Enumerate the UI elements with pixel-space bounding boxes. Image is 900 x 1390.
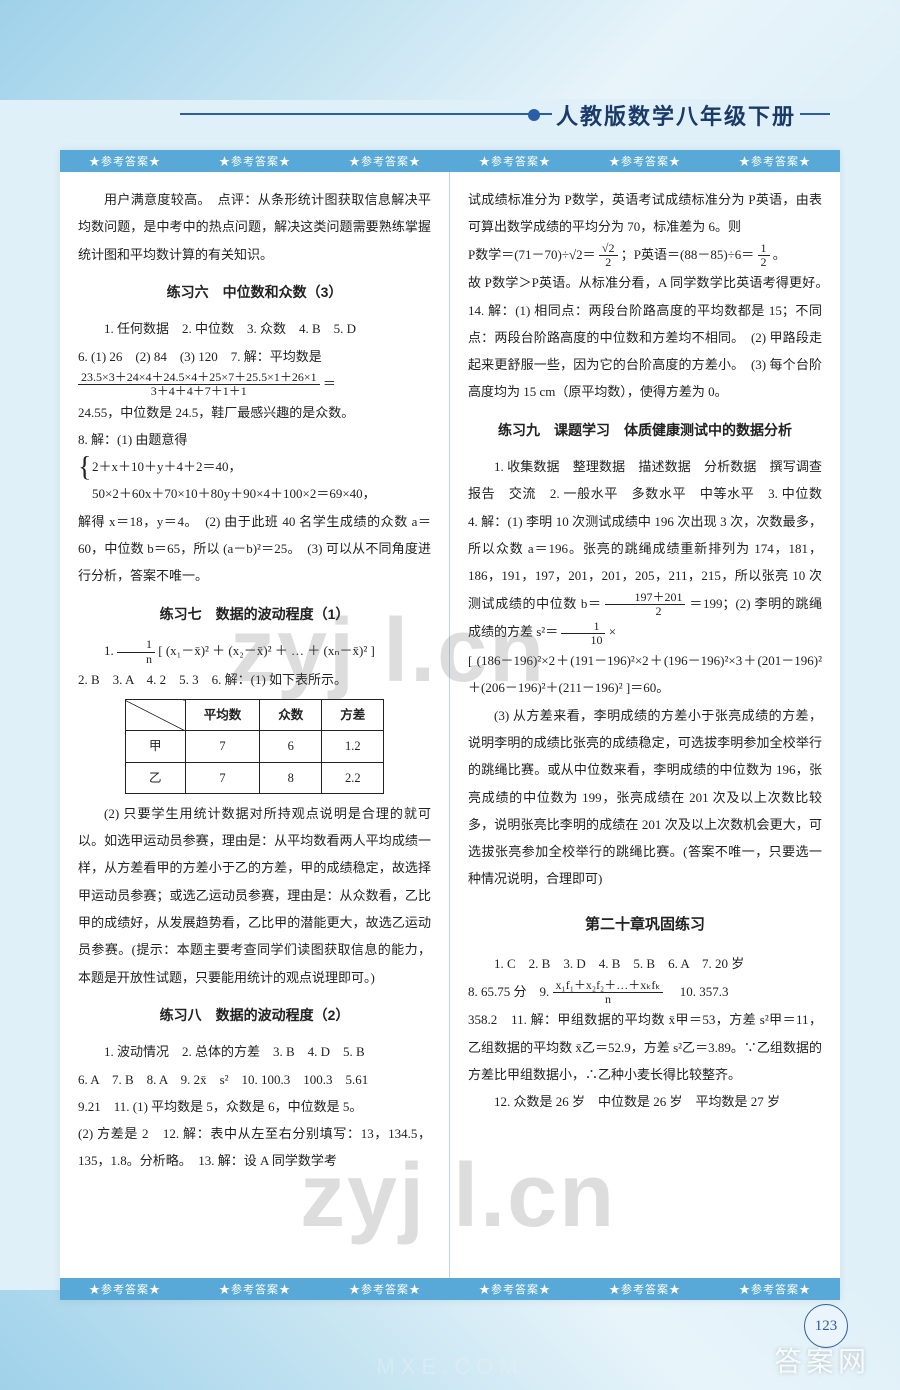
table-cell: 乙 — [125, 762, 185, 793]
ex6-eq2: 50×2＋60x＋70×10＋80y＋90×4＋100×2＝69×40， — [92, 486, 376, 501]
starband-label: ★参考答案★ — [739, 153, 811, 169]
left-column: 用户满意度较高。 点评：从条形统计图获取信息解决平均数问题，是中考中的热点问题，… — [60, 172, 450, 1278]
ex8-line: 9.21 11. (1) 平均数是 5，众数是 6，中位数是 5。 — [78, 1093, 431, 1120]
table-cell: 2.2 — [322, 762, 384, 793]
ex8-line: 6. A 7. B 8. A 9. 2x̄ s² 10. 100.3 100.3… — [78, 1066, 431, 1093]
ex7-table: 平均数 众数 方差 甲 7 6 1.2 乙 7 8 2.2 — [125, 699, 385, 794]
ex9-frac2-num: 1 — [561, 620, 605, 634]
right-cont: 试成绩标准分为 P数学，英语考试成绩标准分为 P英语，由表可算出数学成绩的平均分… — [468, 186, 822, 241]
exercise-8-title: 练习八 数据的波动程度（2） — [78, 1001, 431, 1030]
table-header: 方差 — [322, 700, 384, 731]
star-band-top: ★参考答案★ ★参考答案★ ★参考答案★ ★参考答案★ ★参考答案★ ★参考答案… — [60, 150, 840, 172]
table-cell: 7 — [185, 762, 260, 793]
ex9-l1c: × — [609, 624, 616, 639]
p-frac1-den: 2 — [599, 256, 618, 269]
starband-label: ★参考答案★ — [89, 153, 161, 169]
ex9-frac-den: 2 — [605, 605, 685, 618]
ch20-l2pre: 8. 65.75 分 9. — [468, 984, 553, 999]
ex7-formula: 1. 1 n [ (x₁－x̄)² ＋ (x₂－x̄)² ＋ … ＋ (xₙ－x… — [78, 637, 431, 666]
exercise-7-title: 练习七 数据的波动程度（1） — [78, 600, 431, 629]
footer-brand-right: 答案网 — [774, 1340, 870, 1380]
right-cont2: 故 P数学＞P英语。从标准分看，A 同学数学比英语考得更好。 14. 解：(1)… — [468, 269, 822, 405]
star-band-bottom: ★参考答案★ ★参考答案★ ★参考答案★ ★参考答案★ ★参考答案★ ★参考答案… — [60, 1278, 840, 1300]
chapter-20-title: 第二十章巩固练习 — [468, 909, 822, 941]
ex9-line1: 1. 收集数据 整理数据 描述数据 分析数据 撰写调查报告 交流 2. 一般水平… — [468, 453, 822, 647]
table-cell: 1.2 — [322, 731, 384, 762]
ch20-line: 12. 众数是 26 岁 中位数是 26 岁 平均数是 27 岁 — [468, 1088, 822, 1115]
ex9-paragraph: (3) 从方差来看，李明成绩的方差小于张亮成绩的方差，说明李明的成绩比张亮的成绩… — [468, 702, 822, 893]
p-frac2-den: 2 — [758, 256, 770, 269]
ex6-line: 解得 x＝18，y＝4。 (2) 由于此班 40 名学生成绩的众数 a＝60，中… — [78, 508, 431, 590]
p-end: 。 — [773, 247, 786, 262]
starband-label: ★参考答案★ — [219, 153, 291, 169]
starband-label: ★参考答案★ — [89, 1281, 161, 1297]
starband-label: ★参考答案★ — [219, 1281, 291, 1297]
two-column-body: 用户满意度较高。 点评：从条形统计图获取信息解决平均数问题，是中考中的热点问题，… — [60, 172, 840, 1278]
ex6-line: 8. 解：(1) 由题意得 — [78, 426, 431, 453]
ch20-line: 358.2 11. 解：甲组数据的平均数 x̄甲＝53，方差 s²甲＝11，乙组… — [468, 1006, 822, 1088]
starband-label: ★参考答案★ — [479, 1281, 551, 1297]
starband-label: ★参考答案★ — [609, 1281, 681, 1297]
header-band: 人教版数学八年级下册 — [380, 95, 830, 135]
ex9-frac-num: 197＋201 — [605, 591, 685, 605]
ex7-frac-num: 1 — [117, 638, 155, 652]
exercise-9-title: 练习九 课题学习 体质健康测试中的数据分析 — [468, 416, 822, 445]
ex7-frac-den: n — [117, 653, 155, 666]
right-column: 试成绩标准分为 P数学，英语考试成绩标准分为 P英语，由表可算出数学成绩的平均分… — [450, 172, 840, 1278]
ex7-paragraph: (2) 只要学生用统计数据对所持观点说明是合理的就可以。如选甲运动员参赛，理由是… — [78, 800, 431, 991]
table-row: 乙 7 8 2.2 — [125, 762, 384, 793]
ex6-line: 6. (1) 26 (2) 84 (3) 120 7. 解：平均数是 — [78, 343, 431, 370]
table-cell: 甲 — [125, 731, 185, 762]
table-header: 众数 — [260, 700, 322, 731]
p-formula-line: P数学＝(71－70)÷√2＝ √2 2 ；P英语＝(88－85)÷6＝ 1 2… — [468, 241, 822, 270]
ex7-pre: 1. — [104, 643, 117, 658]
ex6-frac-num: 23.5×3＋24×4＋24.5×4＋25×7＋25.5×1＋26×1 — [78, 371, 320, 385]
ch20-line2: 8. 65.75 分 9. x₁f₁＋x₂f₂＋…＋xₖfₖ n 10. 357… — [468, 978, 822, 1007]
table-header-blank — [125, 700, 185, 731]
table-cell: 7 — [185, 731, 260, 762]
table-cell: 8 — [260, 762, 322, 793]
header-title: 人教版数学八年级下册 — [552, 99, 800, 131]
header-dot-icon — [528, 109, 540, 121]
table-row: 甲 7 6 1.2 — [125, 731, 384, 762]
ex8-line: (2) 方差是 2 12. 解：表中从左至右分别填写：13，134.5，135，… — [78, 1120, 431, 1175]
ex6-fraction: 23.5×3＋24×4＋24.5×4＋25×7＋25.5×1＋26×1 3＋4＋… — [78, 370, 431, 399]
table-cell: 6 — [260, 731, 322, 762]
ch20-l2post: 10. 357.3 — [667, 984, 729, 999]
ex7-line: 2. B 3. A 4. 2 5. 3 6. 解：(1) 如下表所示。 — [78, 666, 431, 693]
ex7-body: [ (x₁－x̄)² ＋ (x₂－x̄)² ＋ … ＋ (xₙ－x̄)² ] — [158, 643, 375, 658]
starband-label: ★参考答案★ — [609, 153, 681, 169]
starband-label: ★参考答案★ — [349, 153, 421, 169]
page-card: ★参考答案★ ★参考答案★ ★参考答案★ ★参考答案★ ★参考答案★ ★参考答案… — [60, 150, 840, 1300]
p-pre: P数学＝(71－70)÷√2＝ — [468, 247, 596, 262]
ex6-line: 1. 任何数据 2. 中位数 3. 众数 4. B 5. D — [78, 315, 431, 342]
starband-label: ★参考答案★ — [479, 153, 551, 169]
exercise-6-title: 练习六 中位数和众数（3） — [78, 278, 431, 307]
ex9-frac2-den: 10 — [561, 634, 605, 647]
table-header: 平均数 — [185, 700, 260, 731]
footer-brand-center: MXE.COM — [260, 1354, 640, 1380]
ch20-frac-den: n — [553, 993, 664, 1006]
ex6-eq1: 2＋x＋10＋y＋4＋2＝40， — [92, 459, 242, 474]
p-mid: ；P英语＝(88－85)÷6＝ — [621, 247, 755, 262]
decorative-header-bg — [0, 0, 900, 100]
p-frac2-num: 1 — [758, 242, 770, 256]
ex6-brace-eq: { 2＋x＋10＋y＋4＋2＝40， 50×2＋60x＋70×10＋80y＋90… — [78, 453, 431, 508]
p-frac1-num: √2 — [599, 242, 618, 256]
ex8-line: 1. 波动情况 2. 总体的方差 3. B 4. D 5. B — [78, 1038, 431, 1065]
ex6-line: 24.55，中位数是 24.5，鞋厂最感兴趣的是众数。 — [78, 399, 431, 426]
intro-paragraph: 用户满意度较高。 点评：从条形统计图获取信息解决平均数问题，是中考中的热点问题，… — [78, 186, 431, 268]
ex9-line2: [ (186－196)²×2＋(191－196)²×2＋(196－196)²×3… — [468, 647, 822, 702]
ch20-frac-num: x₁f₁＋x₂f₂＋…＋xₖfₖ — [553, 979, 664, 993]
ex6-frac-den: 3＋4＋4＋7＋1＋1 — [78, 385, 320, 398]
starband-label: ★参考答案★ — [349, 1281, 421, 1297]
ex9-l1: 1. 收集数据 整理数据 描述数据 分析数据 撰写调查报告 交流 2. 一般水平… — [468, 459, 835, 610]
starband-label: ★参考答案★ — [739, 1281, 811, 1297]
ch20-line: 1. C 2. B 3. D 4. B 5. B 6. A 7. 20 岁 — [468, 950, 822, 977]
